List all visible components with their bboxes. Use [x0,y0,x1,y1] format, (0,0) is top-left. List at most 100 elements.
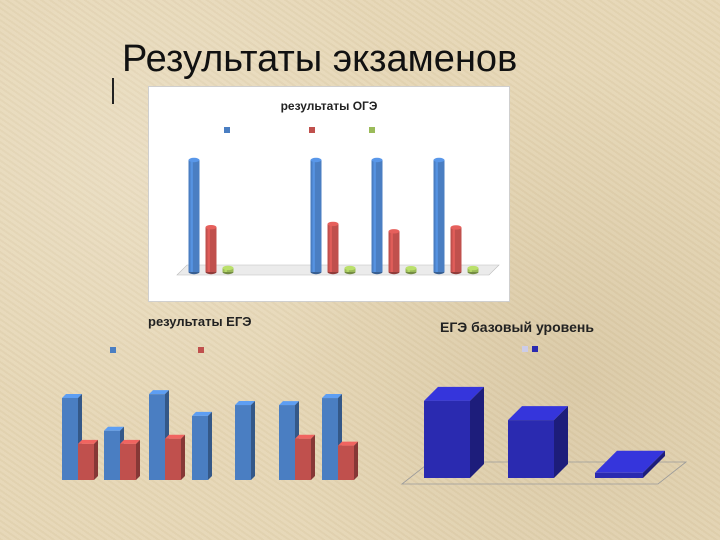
ege-bar-0-1-face [78,443,94,480]
oge-chart-panel: результаты ОГЭ [148,86,510,302]
ege-bar-4-0-side [251,401,255,480]
ege-bar-2-1 [165,434,185,480]
oge-legend-item-0-swatch [224,127,230,133]
oge-chart: результаты ОГЭ [176,99,500,276]
ege-chart: результаты ЕГЭ [62,314,358,480]
oge-bar-0-0-shine [190,160,193,272]
ege-base-floor-plane [400,461,688,485]
ege-bar-6-0-top [322,394,342,399]
ege-base-bar-0-top [424,386,484,401]
ege-bar-0-1-top [78,439,98,444]
oge-bar-3-0 [433,157,445,275]
oge-bar-0-2-top [222,265,234,271]
oge-legend [224,127,375,133]
ege-base-bar-2-face [595,472,643,478]
oge-bar-3-0-shine [435,160,438,272]
ege-bar-1-0-top [104,426,124,431]
oge-legend-item-2-swatch [369,127,375,133]
ege-bar-0-1-side [94,439,98,480]
oge-bar-3-1-body [450,227,462,272]
oge-bar-1-1-top [327,221,339,227]
ege-bar-2-1-face [165,438,181,480]
ege-bar-5-1 [295,434,315,480]
ege-bar-3-0-top [192,411,212,416]
oge-bar-0-1-top [205,225,217,230]
oge-bar-0-2 [222,265,234,275]
oge-bar-2-0-body [371,160,383,272]
ege-base-chart-title: ЕГЭ базовый уровень [440,319,594,335]
oge-bar-0-0-top [188,157,200,163]
oge-bar-0-1 [205,225,217,275]
oge-bar-1-0-shine [312,160,315,272]
ege-base-bar-2-top [595,450,665,473]
ege-bar-5-1-face [295,438,311,480]
oge-bar-2-1-top [388,229,400,234]
ege-bar-4-0-face [235,405,251,480]
ege-bar-1-1-top [120,439,140,444]
oge-bar-1-0-body [310,160,322,272]
oge-bar-0-2-shine [224,267,227,272]
ege-bar-1-0-face [104,430,120,480]
ege-legend-item-0-swatch [110,347,116,353]
ege-base-legend [522,346,538,352]
ege-bar-6-1-side [354,441,358,480]
oge-bar-1-1-body [327,223,339,272]
ege-bar-6-1-top [338,441,358,446]
ege-chart-panel: результаты ЕГЭ [50,308,390,537]
oge-bar-2-2-top [405,265,417,271]
ege-bar-3-0-face [192,415,208,480]
ege-bar-6-0-face [322,398,338,480]
ege-base-chart-panel: ЕГЭ базовый уровень [390,308,700,537]
oge-bar-3-2-top [467,265,479,271]
ege-base-bars [424,386,665,478]
ege-legend [110,347,204,353]
oge-bar-1-1-shine [329,223,332,272]
ege-base-bar-0 [424,386,484,478]
ege-base-bar-1-top [508,406,568,421]
title-accent-bar [112,78,114,104]
oge-chart-title: результаты ОГЭ [281,99,378,113]
ege-base-bar-1 [508,406,568,478]
ege-base-bar-0-face [424,400,470,478]
ege-bar-4-0 [235,401,255,480]
oge-bar-0-1-body [205,227,217,272]
oge-bar-1-2 [344,265,356,275]
oge-bar-3-1-top [450,225,462,230]
ege-bar-0-0-face [62,397,78,480]
ege-bar-5-0-face [279,405,295,480]
oge-legend-item-1-swatch [309,127,315,133]
slide-title: Результаты экзаменов [122,38,518,80]
ege-bar-2-1-top [165,434,185,439]
oge-bar-2-0 [371,157,383,275]
ege-bar-3-0-side [208,411,212,480]
ege-base-floor [400,461,688,485]
ege-base-bar-2 [595,450,665,478]
ege-bar-5-1-side [311,434,315,480]
ege-bar-2-0-face [149,394,165,480]
ege-bar-2-0 [149,390,169,480]
ege-bar-2-1-side [181,434,185,480]
oge-bar-1-2-top [344,265,356,271]
ege-bar-0-1 [78,439,98,480]
ege-bar-2-0-top [149,390,169,395]
oge-bar-1-0 [310,157,322,275]
oge-bar-3-1 [450,225,462,275]
ege-base-bar-0-side [470,386,484,478]
ege-base-legend-item-0-swatch [532,346,538,352]
ege-bars [62,390,358,480]
ege-bar-1-1 [120,439,140,480]
ege-legend-item-1-swatch [198,347,204,353]
oge-bar-3-0-body [433,160,445,272]
ege-bar-6-1-face [338,445,354,480]
oge-bar-3-2 [467,265,479,275]
oge-bar-2-1-body [388,231,400,272]
ege-bar-1-1-face [120,443,136,480]
oge-bar-0-0 [188,157,200,275]
oge-bar-2-2 [405,265,417,275]
ege-base-chart: ЕГЭ базовый уровень [400,319,688,485]
oge-bar-0-1-shine [207,227,210,272]
ege-chart-title: результаты ЕГЭ [148,314,251,329]
ege-bar-6-1 [338,441,358,480]
oge-bar-2-1 [388,229,400,275]
ege-bar-3-0 [192,411,212,480]
